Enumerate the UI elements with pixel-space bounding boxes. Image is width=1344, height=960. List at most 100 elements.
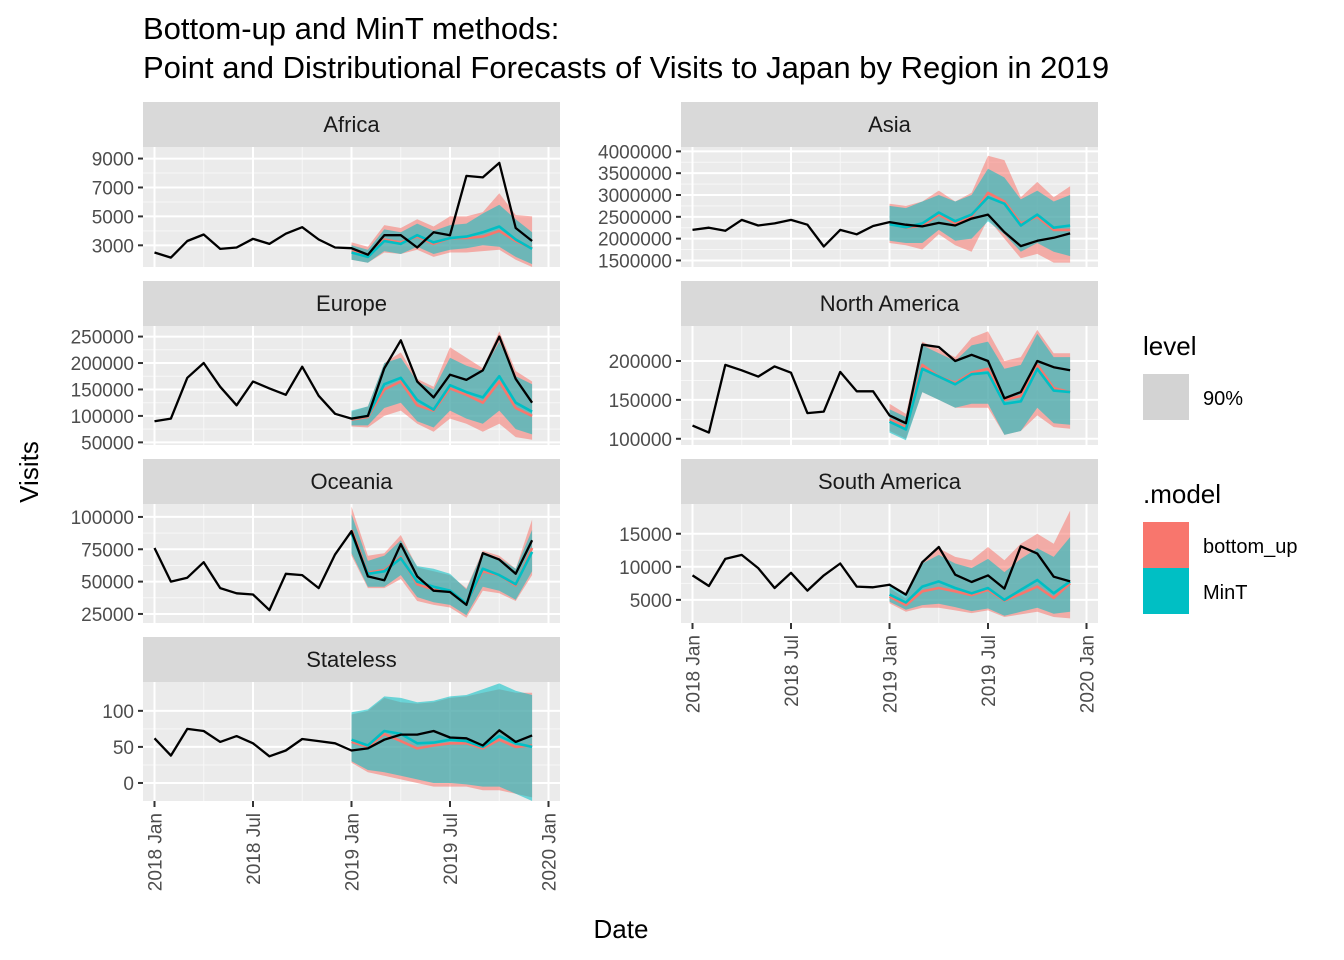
forecast-line-mint-asia <box>889 195 1071 229</box>
x-tick-label-stateless: 2020 Jan <box>540 813 561 891</box>
y-tick-label-north-america: 200000 <box>609 352 672 373</box>
panel-south-america: South America 5000 10000 15000 2018 Jan 2018 … <box>619 459 1099 713</box>
band-90-mint-north-america <box>889 333 1071 441</box>
observed-line-africa <box>154 161 533 259</box>
strip-label-stateless: Stateless <box>306 647 397 672</box>
y-tick-label-asia: 2500000 <box>598 208 672 229</box>
x-tick-label-stateless: 2019 Jul <box>441 813 462 885</box>
panel-asia: Asia 150000020000002500000300000035000004… <box>598 102 1098 272</box>
band-90-mint-europe <box>351 341 533 435</box>
band-90-mint-south-america <box>889 537 1071 616</box>
panel-africa: Africa 3000 5000 7000 9000 <box>92 102 560 267</box>
y-tick-label-africa: 9000 <box>92 150 134 171</box>
strip-north-america <box>681 281 1098 326</box>
forecast-line-bottom-up-stateless <box>351 732 533 750</box>
panel-oceania: Oceania 25000 50000 75000 100000 <box>71 459 560 626</box>
panel-europe: Europe 50000 100000 150000 200000 250000 <box>71 281 560 454</box>
strip-label-south-america: South America <box>818 469 962 494</box>
chart-title: Bottom-up and MinT methods: <box>143 11 559 46</box>
y-tick-label-stateless: 100 <box>102 702 134 723</box>
forecast-line-mint-europe <box>351 374 533 420</box>
legend-label-mint: MinT <box>1203 582 1247 604</box>
forecast-line-mint-south-america <box>888 578 1071 604</box>
y-tick-label-oceania: 25000 <box>81 605 134 626</box>
y-tick-label-africa: 5000 <box>92 207 134 228</box>
observed-line-oceania <box>153 530 534 612</box>
chart-subtitle: Point and Distributional Forecasts of Vi… <box>143 50 1109 85</box>
y-tick-label-south-america: 5000 <box>630 591 672 612</box>
legend-key-bottom-up <box>1143 522 1189 568</box>
y-tick-label-asia: 4000000 <box>598 142 672 163</box>
observed-line-europe <box>154 335 534 423</box>
observed-line-south-america <box>691 545 1071 596</box>
data-layer-north-america <box>692 329 1071 441</box>
strip-africa <box>143 102 560 147</box>
panel-north-america: North America 100000 150000 200000 <box>609 281 1098 451</box>
x-axis-title: Date <box>594 914 649 944</box>
strip-label-africa: Africa <box>323 112 380 137</box>
forecast-line-mint-north-america <box>888 367 1071 431</box>
y-tick-label-stateless: 0 <box>123 774 134 795</box>
forecast-line-mint-stateless <box>351 729 533 749</box>
y-tick-label-south-america: 10000 <box>619 558 672 579</box>
facet-panels: Africa3000500070009000Asia15000002000000… <box>71 102 1099 891</box>
y-tick-label-north-america: 150000 <box>609 391 672 412</box>
y-tick-label-africa: 7000 <box>92 178 134 199</box>
x-tick-label-south-america: 2018 Jul <box>782 635 803 707</box>
forecast-line-bottom-up-south-america <box>888 582 1071 607</box>
x-tick-label-stateless: 2019 Jan <box>343 813 364 891</box>
strip-south-america <box>681 459 1098 504</box>
band-90-bottom-up-oceania <box>351 506 533 618</box>
x-tick-label-stateless: 2018 Jul <box>244 813 265 885</box>
strip-asia <box>681 102 1098 147</box>
x-tick-label-south-america: 2019 Jul <box>979 635 1000 707</box>
data-layer-europe <box>154 331 534 440</box>
y-tick-label-asia: 1500000 <box>598 251 672 272</box>
y-tick-label-asia: 2000000 <box>598 230 672 251</box>
strip-label-oceania: Oceania <box>311 469 394 494</box>
legend-key-90pct <box>1143 374 1189 420</box>
panel-stateless: Stateless 0 50 100 2018 Jan 2018 Jul 2019 Jan 2… <box>102 637 561 891</box>
y-tick-label-south-america: 15000 <box>619 525 672 546</box>
y-tick-label-asia: 3000000 <box>598 186 672 207</box>
band-90-mint-asia <box>889 168 1071 257</box>
data-layer-asia <box>692 155 1071 263</box>
legend-model-title: .model <box>1143 479 1221 509</box>
legend: level 90% .model bottom_up MinT <box>1143 331 1298 614</box>
y-tick-label-europe: 250000 <box>71 328 134 349</box>
observed-line-north-america <box>692 343 1071 434</box>
x-tick-label-south-america: 2020 Jan <box>1078 635 1099 713</box>
legend-label-bottom-up: bottom_up <box>1203 536 1298 558</box>
data-layer-south-america <box>691 510 1071 619</box>
y-tick-label-europe: 200000 <box>71 354 134 375</box>
x-tick-label-south-america: 2019 Jan <box>881 635 902 713</box>
y-tick-label-oceania: 75000 <box>81 540 134 561</box>
x-tick-label-south-america: 2018 Jan <box>683 635 704 713</box>
y-tick-label-europe: 150000 <box>71 380 134 401</box>
y-tick-label-africa: 3000 <box>92 236 134 257</box>
legend-key-mint <box>1143 568 1189 614</box>
strip-oceania <box>143 459 560 504</box>
y-tick-label-europe: 100000 <box>71 407 134 428</box>
strip-label-north-america: North America <box>820 291 960 316</box>
observed-line-stateless <box>153 727 533 758</box>
observed-line-asia <box>692 213 1071 248</box>
y-tick-label-north-america: 100000 <box>609 430 672 451</box>
data-layer-oceania <box>153 506 534 618</box>
y-tick-label-oceania: 50000 <box>81 573 134 594</box>
y-tick-label-stateless: 50 <box>113 738 134 759</box>
forecast-line-mint-oceania <box>350 533 534 605</box>
y-tick-label-europe: 50000 <box>81 433 134 454</box>
strip-label-asia: Asia <box>868 112 912 137</box>
y-tick-label-asia: 3500000 <box>598 164 672 185</box>
data-layer-africa <box>154 161 533 267</box>
data-layer-stateless <box>153 683 533 801</box>
band-90-mint-oceania <box>351 514 533 616</box>
y-tick-label-oceania: 100000 <box>71 508 134 529</box>
strip-europe <box>143 281 560 326</box>
y-axis-title: Visits <box>14 441 44 503</box>
forecast-line-mint-africa <box>351 225 533 259</box>
legend-label-90pct: 90% <box>1203 388 1243 410</box>
x-tick-label-stateless: 2018 Jan <box>145 813 166 891</box>
